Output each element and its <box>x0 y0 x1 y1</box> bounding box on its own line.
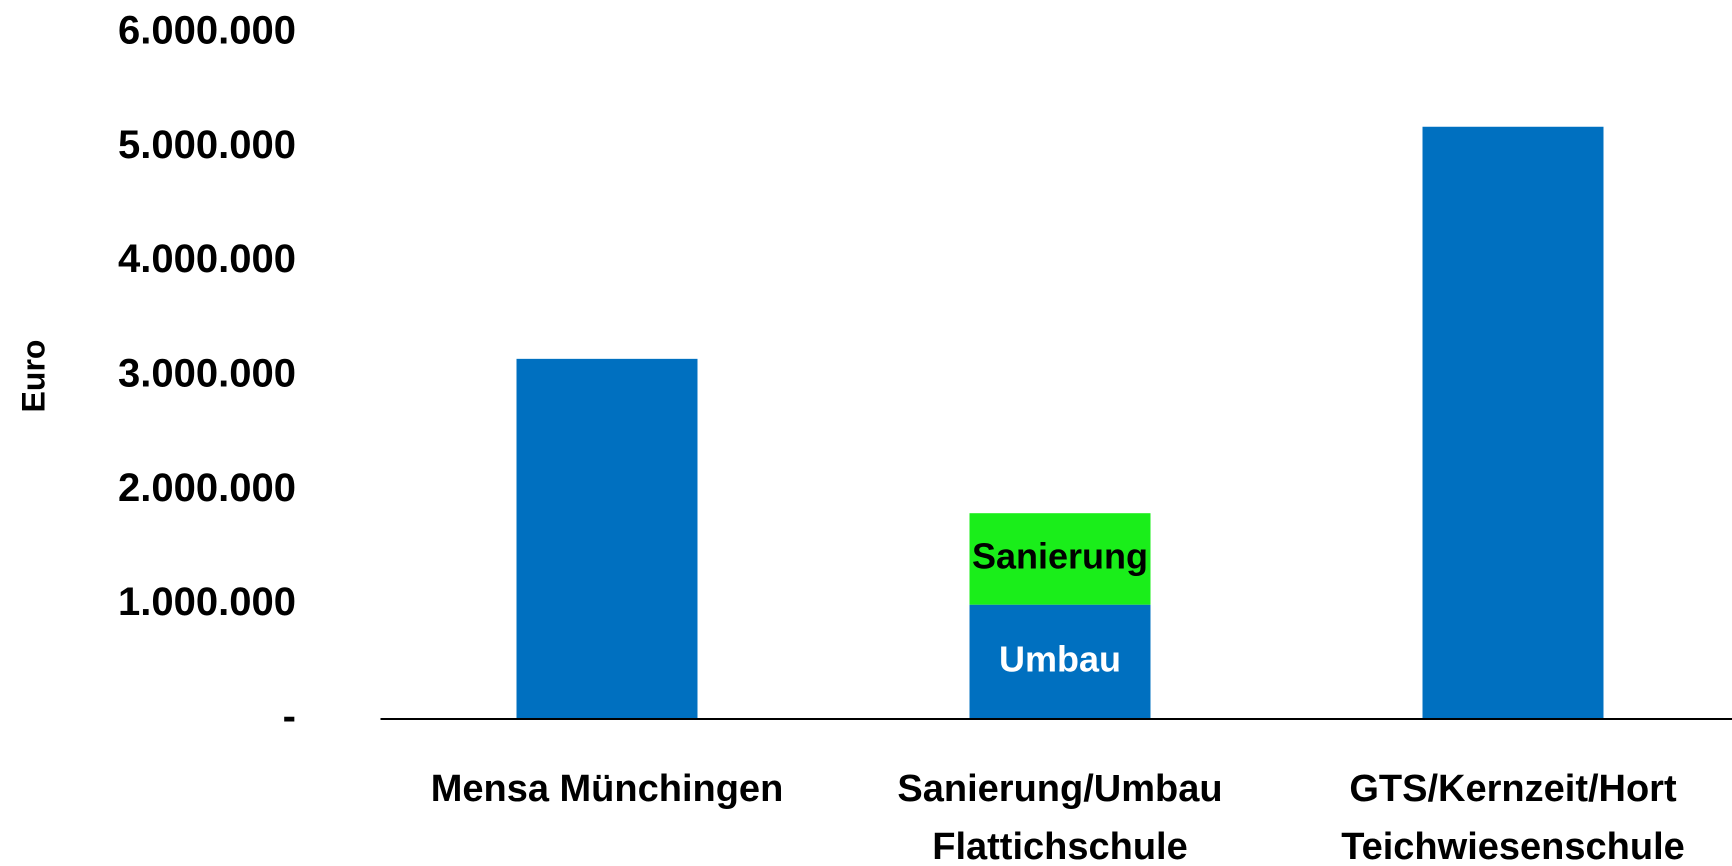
y-tick-label: 3.000.000 <box>118 352 296 396</box>
bar-segment <box>1422 126 1604 719</box>
bar-segment <box>969 513 1151 605</box>
y-tick-label: 4.000.000 <box>118 237 296 281</box>
y-tick-label: 1.000.000 <box>118 580 296 624</box>
segment-label: Umbau <box>999 638 1121 679</box>
y-axis-label: Euro <box>15 340 51 413</box>
y-tick-label: 6.000.000 <box>118 9 296 53</box>
y-tick-label: - <box>283 695 296 739</box>
x-tick-label: GTS/Kernzeit/Hort Teichwiesenschule <box>1341 768 1685 866</box>
segment-label: Sanierung <box>972 535 1148 576</box>
bar-segment <box>969 604 1151 719</box>
y-tick-label: 2.000.000 <box>118 466 296 510</box>
bar-segment <box>516 358 698 719</box>
y-tick-label: 5.000.000 <box>118 123 296 167</box>
x-tick-label: Mensa Münchingen <box>430 768 784 810</box>
x-tick-label: Sanierung/Umbau Flattichschule <box>897 768 1223 866</box>
